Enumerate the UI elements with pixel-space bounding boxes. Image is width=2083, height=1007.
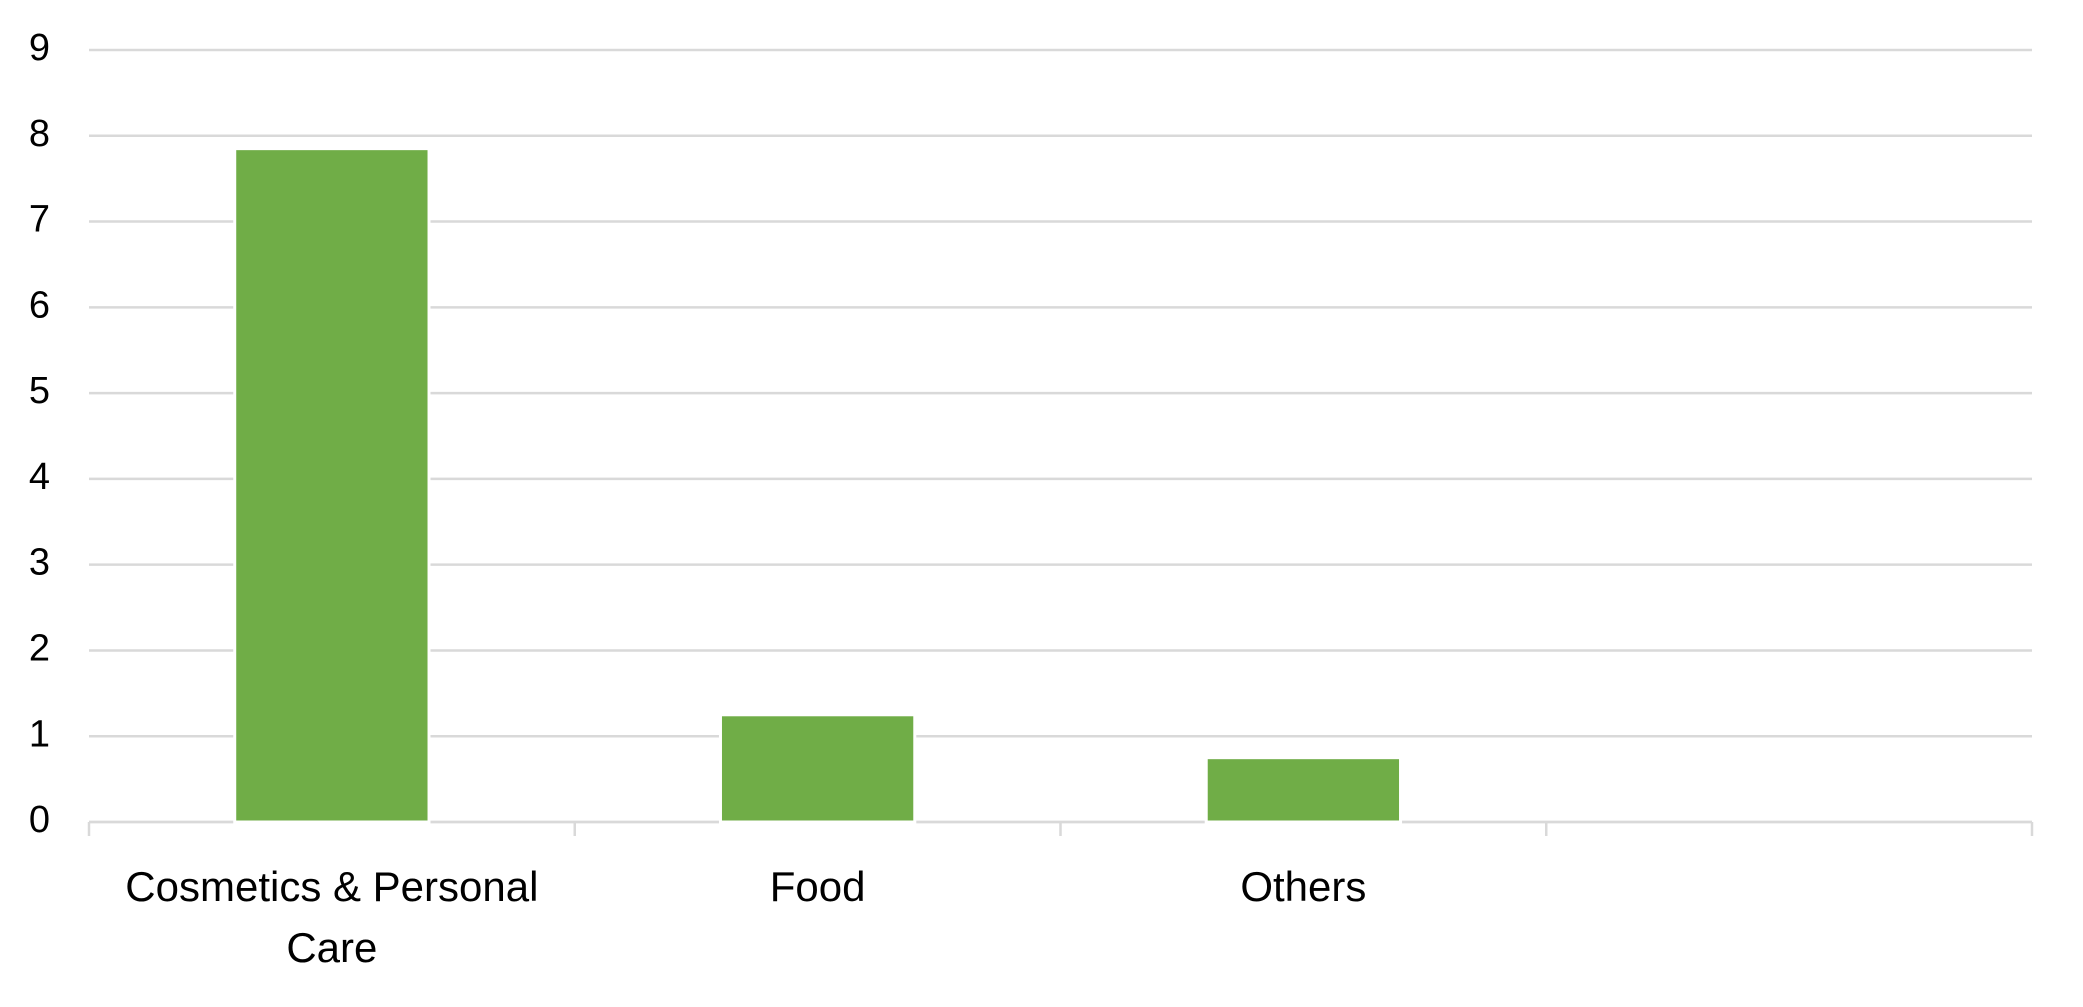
y-tick-label: 6: [29, 284, 50, 326]
y-tick-label: 5: [29, 370, 50, 412]
x-tick-label: Food: [769, 863, 866, 910]
y-tick-label: 7: [29, 199, 50, 241]
y-tick-label: 1: [29, 713, 50, 755]
y-tick-label: 3: [29, 542, 50, 584]
bar: [233, 147, 431, 824]
bar: [718, 713, 917, 824]
x-tick-label: Others: [1240, 863, 1367, 910]
x-tick-label: Cosmetics & Personal Care: [125, 863, 539, 971]
y-tick-label: 4: [29, 456, 50, 498]
y-tick-label: 8: [29, 113, 50, 155]
y-tick-label: 2: [29, 627, 50, 669]
bar: [1204, 756, 1403, 824]
y-tick-label: 9: [29, 27, 50, 69]
y-tick-label: 0: [29, 799, 50, 841]
